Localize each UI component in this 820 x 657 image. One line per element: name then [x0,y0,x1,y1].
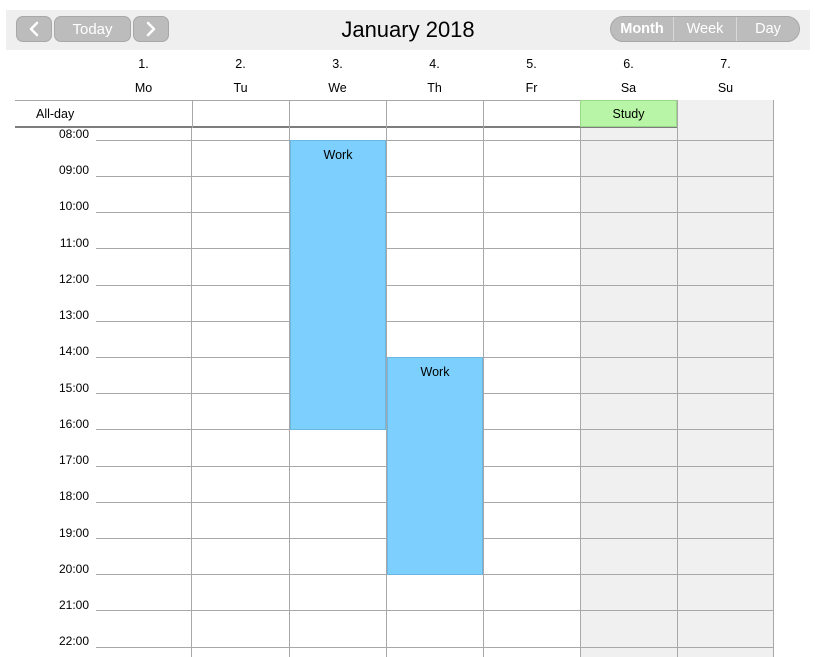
hour-line [96,321,774,322]
allday-row [15,100,774,128]
allday-event[interactable]: Study [580,100,677,127]
event-work-wednesday[interactable]: Work [290,140,386,430]
day-number: 6. [623,57,634,71]
day-divider [386,128,387,657]
hour-label: 14:00 [58,344,89,358]
prev-button[interactable] [16,16,52,42]
day-divider [191,128,192,657]
view-day-button[interactable]: Day [736,17,799,41]
hour-label: 11:00 [59,236,89,250]
day-divider [289,128,290,657]
today-button[interactable]: Today [54,16,131,42]
hour-line [96,610,774,611]
hour-label: 16:00 [58,417,89,431]
event-work-thursday[interactable]: Work [387,357,483,575]
hour-line [96,176,774,177]
hour-label: 20:00 [58,562,89,576]
next-button[interactable] [133,16,169,42]
day-name: Fr [525,81,538,95]
hour-label: 19:00 [58,526,89,540]
hour-line [96,248,774,249]
calendar-toolbar: Today January 2018 Month Week Day [6,10,810,50]
day-name: Sa [620,81,637,95]
day-number: 4. [429,57,440,71]
view-switcher: Month Week Day [610,16,800,42]
chevron-right-icon [146,21,156,37]
day-name: Tu [233,81,248,95]
day-divider [677,128,678,657]
day-name: Mo [134,81,153,95]
day-name: Th [427,81,442,95]
chevron-left-icon [29,21,39,37]
view-week-button[interactable]: Week [673,17,736,41]
hour-label: 18:00 [58,489,89,503]
allday-cell[interactable] [483,100,580,128]
time-grid: 08:00 09:00 10:00 11:00 12:00 13:00 14:0… [0,128,820,657]
hour-line [96,212,774,213]
day-number: 1. [138,57,149,71]
hour-line [96,140,774,141]
hour-label: 22:00 [58,634,89,648]
day-number: 2. [235,57,246,71]
allday-cell[interactable] [192,100,289,128]
allday-cell[interactable] [677,100,774,128]
allday-cell[interactable] [386,100,483,128]
day-divider [483,128,484,657]
hour-label: 13:00 [58,308,89,322]
hour-label: 10:00 [58,199,89,213]
view-month-button[interactable]: Month [620,21,664,37]
hour-label: 12:00 [58,272,89,286]
day-name: Su [717,81,734,95]
day-name: We [328,81,347,95]
day-number: 5. [526,57,537,71]
day-number: 3. [332,57,343,71]
hour-label: 08:00 [58,128,89,141]
day-divider [580,128,581,657]
allday-label: All-day [36,107,75,121]
hour-label: 09:00 [58,163,89,177]
hour-line [96,647,774,648]
allday-cell[interactable] [289,100,386,128]
day-divider [773,128,774,657]
day-number: 7. [720,57,731,71]
hour-line [96,285,774,286]
hour-label: 21:00 [58,598,89,612]
hour-label: 15:00 [58,381,89,395]
hour-label: 17:00 [58,453,89,467]
